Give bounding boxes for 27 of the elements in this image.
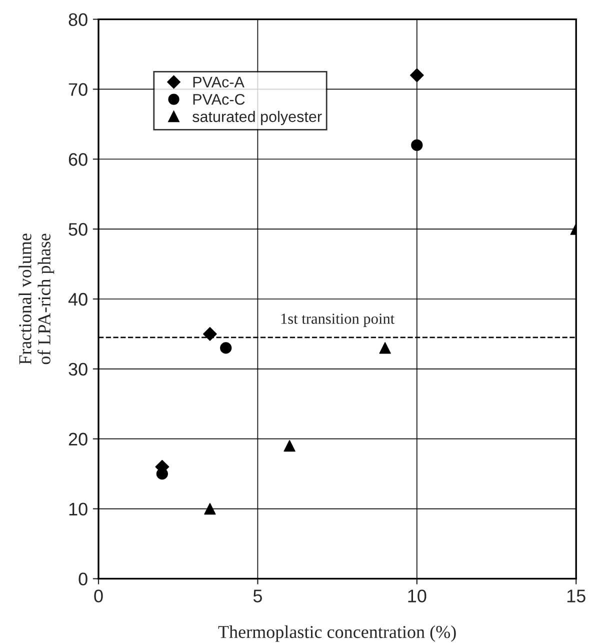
y-tick-label: 70: [68, 83, 88, 96]
x-tick-label: 5: [253, 590, 262, 602]
point: [284, 440, 296, 452]
y-tick-label: 50: [68, 223, 88, 236]
ref-line-label: 1st transition point: [281, 314, 395, 327]
point: [202, 326, 217, 341]
y-tick-label: 30: [68, 362, 88, 376]
x-tick-label: 10: [408, 590, 426, 602]
y-tick-label: 20: [68, 432, 88, 446]
point: [410, 68, 424, 82]
x-tick-label: 15: [567, 590, 586, 602]
y-tick-label: 0: [78, 572, 88, 586]
y-tick-label: 80: [68, 13, 88, 26]
y-tick-label: 10: [69, 502, 88, 516]
y-tick-label: 40: [68, 292, 88, 306]
y-axis-title: Fractional volume of LPA-rich phase: [18, 234, 54, 364]
y-tick-label: 60: [68, 153, 88, 166]
x-tick-label: 0: [94, 590, 103, 602]
legend-label: saturated polyester: [192, 110, 322, 126]
point: [411, 139, 423, 151]
point: [204, 502, 216, 515]
legend-label: PVAc-A: [193, 76, 244, 88]
x-axis-title: Thermoplastic concentration (%): [218, 625, 456, 642]
legend-label: PVAc-C: [193, 94, 245, 105]
point: [379, 342, 391, 354]
point: [156, 468, 168, 480]
point: [220, 342, 232, 354]
